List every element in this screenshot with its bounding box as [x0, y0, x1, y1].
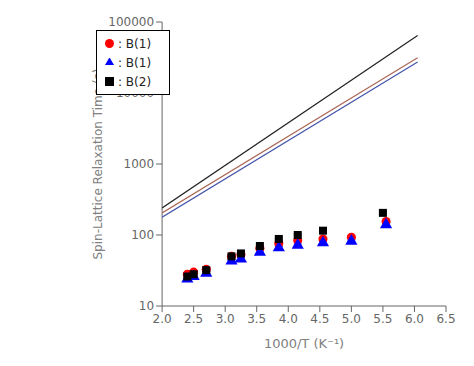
svg-text:6.0: 6.0 [405, 312, 424, 326]
svg-text:Spin-Lattice Relaxation Time (: Spin-Lattice Relaxation Time (s) [91, 68, 105, 259]
svg-text:4.5: 4.5 [310, 312, 329, 326]
svg-text:4.0: 4.0 [279, 312, 298, 326]
svg-text:2.5: 2.5 [184, 312, 203, 326]
svg-text:1000: 1000 [124, 157, 155, 171]
svg-text:1000/T (K⁻¹): 1000/T (K⁻¹) [264, 336, 344, 351]
svg-text:5.5: 5.5 [373, 312, 392, 326]
html-text:: B(1): : B(1) [118, 37, 152, 51]
svg-text:5.0: 5.0 [342, 312, 361, 326]
svg-text:6.5: 6.5 [436, 312, 455, 326]
html-text:: B(1): : B(1) [118, 56, 152, 70]
svg-text:3.0: 3.0 [216, 312, 235, 326]
svg-text:10000: 10000 [116, 86, 154, 100]
html-text:: B(2): : B(2) [118, 75, 152, 89]
svg-text:2.0: 2.0 [153, 312, 172, 326]
svg-text:100000: 100000 [108, 15, 154, 29]
svg-text:10: 10 [139, 299, 154, 313]
svg-text:3.5: 3.5 [247, 312, 266, 326]
svg-text:100: 100 [131, 228, 154, 242]
